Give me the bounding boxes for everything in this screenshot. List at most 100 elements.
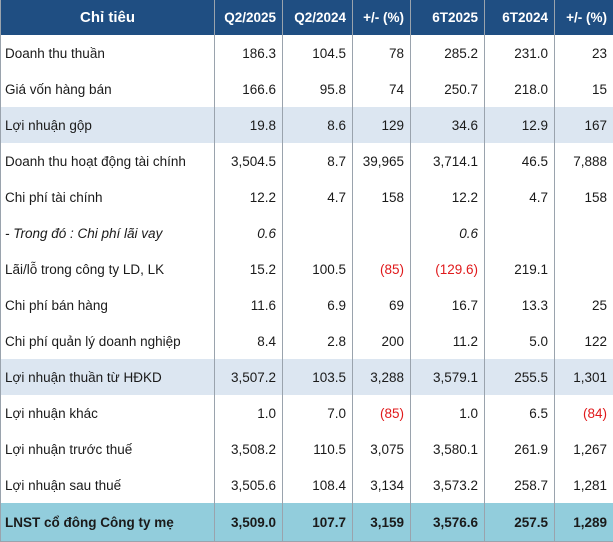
- cell-q2-2024-value: 7.0: [283, 395, 353, 431]
- cell-halfyear-change: 1,289: [555, 503, 613, 542]
- cell-quarter-change: 3,159: [353, 503, 411, 542]
- cell-6t2025-value: 3,580.1: [411, 431, 485, 467]
- cell-quarter-change: 3,288: [353, 359, 411, 395]
- cell-q2-2024-value: 104.5: [283, 35, 353, 71]
- cell-6t2024-value: 5.0: [485, 323, 555, 359]
- header-cell-q2-2024: Q2/2024: [283, 0, 353, 35]
- cell-6t2025-value: 3,579.1: [411, 359, 485, 395]
- cell-row-label: - Trong đó : Chi phí lãi vay: [1, 215, 215, 251]
- cell-q2-2024-value: 4.7: [283, 179, 353, 215]
- cell-q2-2025-value: 166.6: [215, 71, 283, 107]
- cell-6t2024-value: [485, 215, 555, 251]
- cell-6t2025-value: 34.6: [411, 107, 485, 143]
- cell-q2-2024-value: 2.8: [283, 323, 353, 359]
- cell-q2-2025-value: 12.2: [215, 179, 283, 215]
- cell-q2-2025-value: 186.3: [215, 35, 283, 71]
- cell-quarter-change: 74: [353, 71, 411, 107]
- cell-6t2025-value: 250.7: [411, 71, 485, 107]
- cell-q2-2025-value: 3,505.6: [215, 467, 283, 503]
- cell-6t2024-value: 257.5: [485, 503, 555, 542]
- cell-halfyear-change: [555, 215, 613, 251]
- cell-row-label: Doanh thu hoạt động tài chính: [1, 143, 215, 179]
- cell-6t2024-value: 231.0: [485, 35, 555, 71]
- cell-halfyear-change: 7,888: [555, 143, 613, 179]
- cell-quarter-change: [353, 215, 411, 251]
- cell-halfyear-change: 167: [555, 107, 613, 143]
- cell-6t2025-value: 1.0: [411, 395, 485, 431]
- cell-halfyear-change: 25: [555, 287, 613, 323]
- header-row: Chỉ tiêu Q2/2025 Q2/2024 +/- (%) 6T2025 …: [1, 0, 613, 35]
- cell-row-label: Chi phí quản lý doanh nghiệp: [1, 323, 215, 359]
- cell-q2-2025-value: 3,504.5: [215, 143, 283, 179]
- cell-6t2024-value: 219.1: [485, 251, 555, 287]
- cell-q2-2025-value: 1.0: [215, 395, 283, 431]
- cell-6t2025-value: 3,576.6: [411, 503, 485, 542]
- header-cell-q2-2025: Q2/2025: [215, 0, 283, 35]
- cell-halfyear-change: 15: [555, 71, 613, 107]
- cell-row-label: Lợi nhuận thuần từ HĐKD: [1, 359, 215, 395]
- cell-quarter-change: 129: [353, 107, 411, 143]
- cell-halfyear-change: 1,281: [555, 467, 613, 503]
- cell-q2-2024-value: 8.7: [283, 143, 353, 179]
- cell-halfyear-change: 1,301: [555, 359, 613, 395]
- cell-6t2024-value: 4.7: [485, 179, 555, 215]
- cell-q2-2025-value: 0.6: [215, 215, 283, 251]
- cell-6t2025-value: 12.2: [411, 179, 485, 215]
- cell-q2-2025-value: 3,507.2: [215, 359, 283, 395]
- cell-quarter-change: 69: [353, 287, 411, 323]
- cell-row-label: Chi phí tài chính: [1, 179, 215, 215]
- cell-quarter-change: 200: [353, 323, 411, 359]
- cell-quarter-change: (85): [353, 251, 411, 287]
- header-cell-6t2024: 6T2024: [485, 0, 555, 35]
- cell-6t2024-value: 258.7: [485, 467, 555, 503]
- cell-6t2024-value: 46.5: [485, 143, 555, 179]
- cell-q2-2024-value: 8.6: [283, 107, 353, 143]
- cell-q2-2025-value: 8.4: [215, 323, 283, 359]
- header-cell-6t2025: 6T2025: [411, 0, 485, 35]
- cell-quarter-change: 3,075: [353, 431, 411, 467]
- cell-6t2025-value: 16.7: [411, 287, 485, 323]
- cell-halfyear-change: [555, 251, 613, 287]
- cell-row-label: Doanh thu thuần: [1, 35, 215, 71]
- cell-6t2024-value: 261.9: [485, 431, 555, 467]
- cell-6t2024-value: 255.5: [485, 359, 555, 395]
- cell-6t2024-value: 218.0: [485, 71, 555, 107]
- cell-row-label: Lợi nhuận sau thuế: [1, 467, 215, 503]
- cell-row-label: Lợi nhuận khác: [1, 395, 215, 431]
- cell-q2-2024-value: 107.7: [283, 503, 353, 542]
- cell-row-label: Lợi nhuận trước thuế: [1, 431, 215, 467]
- cell-q2-2025-value: 3,508.2: [215, 431, 283, 467]
- cell-q2-2024-value: [283, 215, 353, 251]
- cell-6t2024-value: 13.3: [485, 287, 555, 323]
- cell-quarter-change: 39,965: [353, 143, 411, 179]
- cell-halfyear-change: 1,267: [555, 431, 613, 467]
- cell-6t2025-value: 11.2: [411, 323, 485, 359]
- cell-q2-2024-value: 108.4: [283, 467, 353, 503]
- cell-6t2025-value: 3,573.2: [411, 467, 485, 503]
- cell-row-label: Giá vốn hàng bán: [1, 71, 215, 107]
- cell-q2-2024-value: 95.8: [283, 71, 353, 107]
- cell-6t2025-value: 285.2: [411, 35, 485, 71]
- cell-6t2025-value: 3,714.1: [411, 143, 485, 179]
- cell-quarter-change: 78: [353, 35, 411, 71]
- cell-halfyear-change: 158: [555, 179, 613, 215]
- cell-row-label: Chi phí bán hàng: [1, 287, 215, 323]
- header-cell-halfyear-change: +/- (%): [555, 0, 613, 35]
- cell-quarter-change: 158: [353, 179, 411, 215]
- cell-6t2024-value: 6.5: [485, 395, 555, 431]
- cell-row-label: Lãi/lỗ trong công ty LD, LK: [1, 251, 215, 287]
- cell-halfyear-change: 122: [555, 323, 613, 359]
